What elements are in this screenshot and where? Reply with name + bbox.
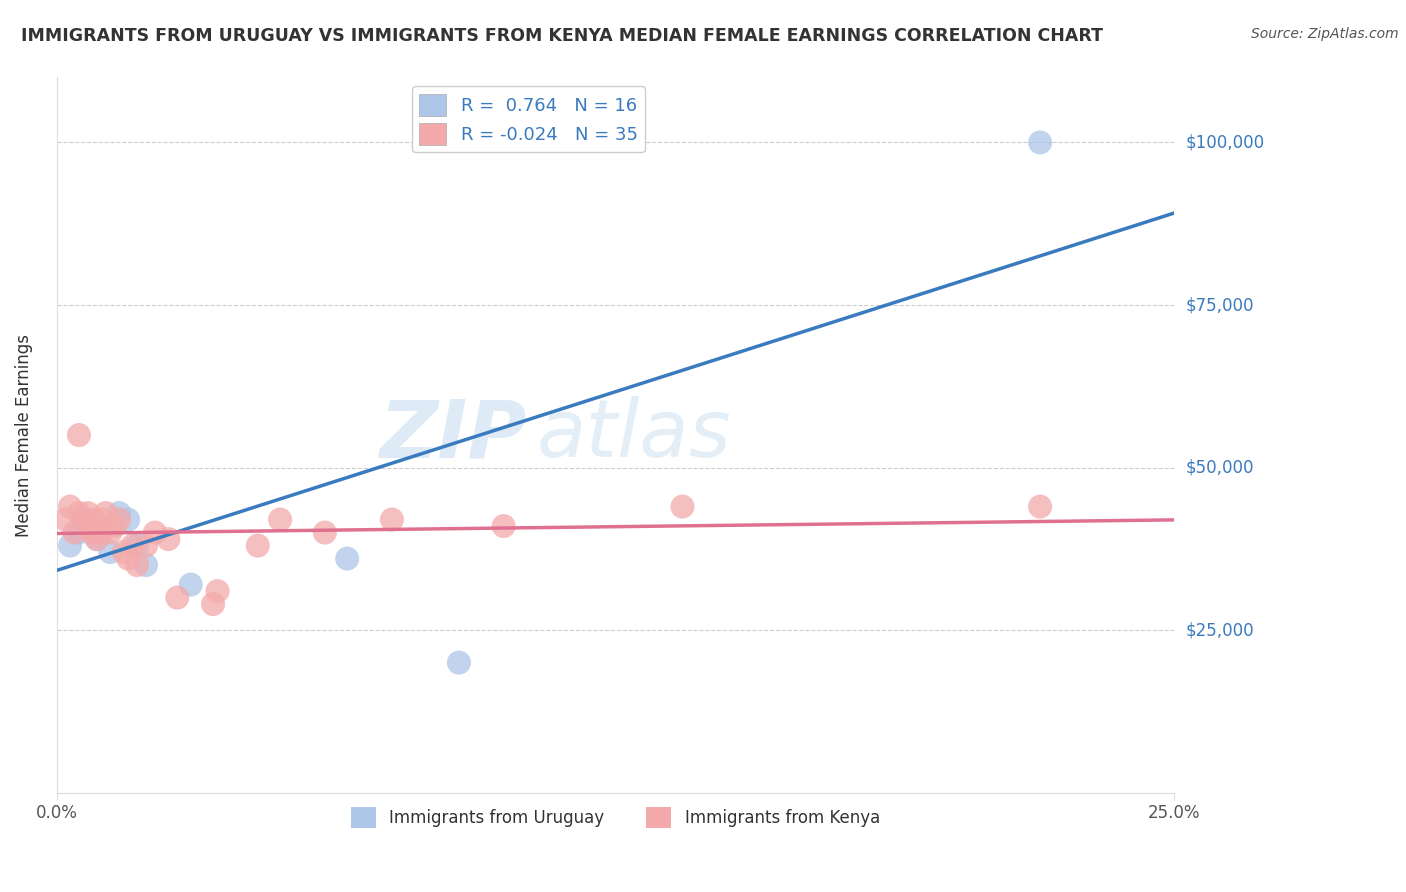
Point xyxy=(447,656,470,670)
Point xyxy=(108,512,131,526)
Point xyxy=(82,512,104,526)
Text: IMMIGRANTS FROM URUGUAY VS IMMIGRANTS FROM KENYA MEDIAN FEMALE EARNINGS CORRELAT: IMMIGRANTS FROM URUGUAY VS IMMIGRANTS FR… xyxy=(21,27,1104,45)
Point xyxy=(67,428,90,442)
Point xyxy=(90,512,112,526)
Point xyxy=(55,512,77,526)
Point xyxy=(166,591,188,605)
Point xyxy=(77,519,100,533)
Point xyxy=(82,525,104,540)
Point xyxy=(77,506,100,520)
Point xyxy=(67,525,90,540)
Point xyxy=(86,532,108,546)
Point xyxy=(117,512,139,526)
Point xyxy=(117,551,139,566)
Point xyxy=(157,532,180,546)
Point xyxy=(86,532,108,546)
Point xyxy=(104,519,127,533)
Point xyxy=(59,539,82,553)
Point xyxy=(98,525,121,540)
Point xyxy=(1029,136,1052,150)
Y-axis label: Median Female Earnings: Median Female Earnings xyxy=(15,334,32,537)
Point xyxy=(143,525,166,540)
Point xyxy=(112,545,135,559)
Point xyxy=(121,539,143,553)
Text: atlas: atlas xyxy=(537,396,733,474)
Point xyxy=(1029,500,1052,514)
Point xyxy=(67,506,90,520)
Point xyxy=(72,512,94,526)
Point xyxy=(94,506,117,520)
Point xyxy=(246,539,269,553)
Point xyxy=(336,551,359,566)
Text: $50,000: $50,000 xyxy=(1185,458,1254,476)
Text: $25,000: $25,000 xyxy=(1185,621,1254,639)
Point xyxy=(90,519,112,533)
Point xyxy=(90,525,112,540)
Point xyxy=(63,525,86,540)
Text: $75,000: $75,000 xyxy=(1185,296,1254,314)
Text: ZIP: ZIP xyxy=(378,396,526,474)
Text: Source: ZipAtlas.com: Source: ZipAtlas.com xyxy=(1251,27,1399,41)
Point xyxy=(125,558,148,573)
Point xyxy=(269,512,291,526)
Legend: Immigrants from Uruguay, Immigrants from Kenya: Immigrants from Uruguay, Immigrants from… xyxy=(344,801,886,834)
Point xyxy=(59,500,82,514)
Point xyxy=(77,519,100,533)
Point xyxy=(72,512,94,526)
Point xyxy=(381,512,404,526)
Point xyxy=(207,584,229,599)
Point xyxy=(314,525,336,540)
Point xyxy=(492,519,515,533)
Point xyxy=(82,525,104,540)
Point xyxy=(135,558,157,573)
Point xyxy=(202,597,225,611)
Text: $100,000: $100,000 xyxy=(1185,134,1264,152)
Point xyxy=(671,500,693,514)
Point xyxy=(98,545,121,559)
Point xyxy=(180,577,202,591)
Point xyxy=(135,539,157,553)
Point xyxy=(108,506,131,520)
Point xyxy=(125,539,148,553)
Point xyxy=(86,519,108,533)
